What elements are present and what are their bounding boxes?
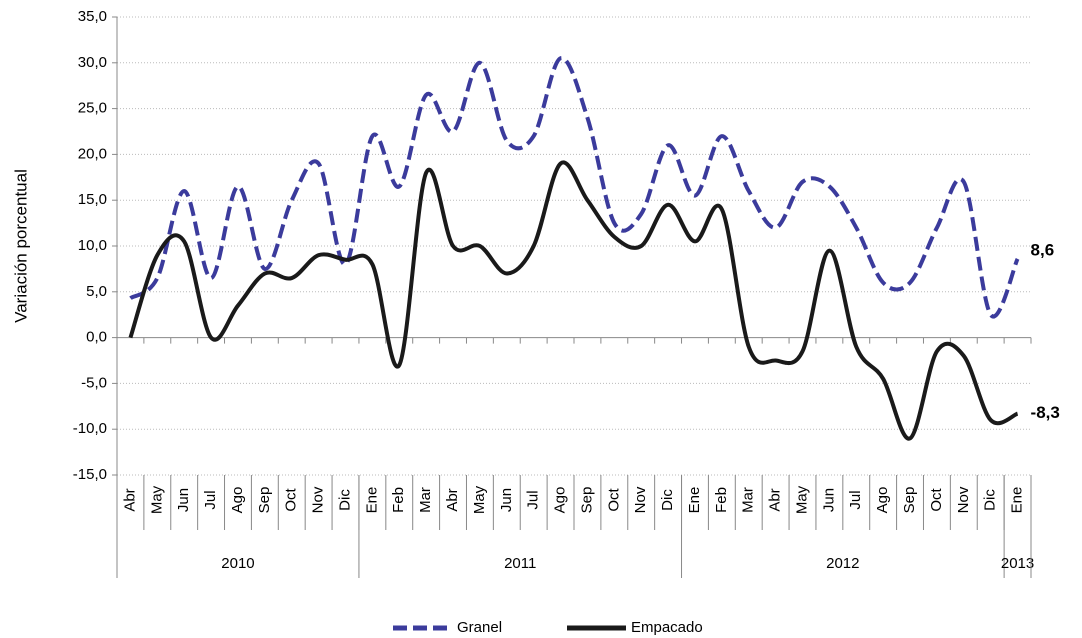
x-tick-label: May	[148, 485, 165, 514]
y-tick-label: 35,0	[78, 8, 107, 25]
data-label: -8,3	[1031, 403, 1060, 422]
x-tick-label: Ene	[363, 487, 380, 514]
x-tick-label: Feb	[713, 487, 730, 513]
x-tick-label: Jun	[498, 488, 515, 512]
y-tick-label: 25,0	[78, 100, 107, 117]
x-tick-label: Nov	[955, 486, 972, 513]
x-tick-label: Oct	[605, 488, 622, 512]
y-tick-label: 30,0	[78, 54, 107, 71]
x-tick-label: Mar	[417, 487, 434, 513]
x-tick-label: Dic	[982, 489, 999, 511]
x-tick-label: Ago	[552, 487, 569, 514]
x-tick-label: Ene	[1009, 487, 1026, 514]
x-tick-label: Sep	[901, 487, 918, 514]
x-tick-label: Jun	[820, 488, 837, 512]
x-tick-label: Ene	[686, 487, 703, 514]
x-tick-label: Jul	[202, 490, 219, 509]
y-tick-label: 15,0	[78, 191, 107, 208]
x-tick-label: Ago	[229, 487, 246, 514]
x-tick-label: Dic	[336, 489, 353, 511]
x-tick-label: Oct	[283, 488, 300, 512]
x-tick-label: Nov	[310, 486, 327, 513]
x-tick-label: Ago	[874, 487, 891, 514]
y-tick-label: -5,0	[81, 374, 107, 391]
x-tick-label: Jun	[175, 488, 192, 512]
y-tick-label: 10,0	[78, 237, 107, 254]
x-tick-label: Sep	[578, 487, 595, 514]
x-tick-label: Sep	[256, 487, 273, 514]
x-tick-label: Abr	[767, 488, 784, 511]
x-tick-label: May	[471, 485, 488, 514]
x-tick-label: May	[793, 485, 810, 514]
legend-label: Empacado	[631, 619, 703, 636]
series-line	[129, 56, 1020, 319]
x-tick-label: Abr	[444, 488, 461, 511]
y-tick-label: -15,0	[73, 466, 107, 483]
x-tick-label: Dic	[659, 489, 676, 511]
year-label: 2013	[1001, 555, 1034, 572]
x-tick-label: Feb	[390, 487, 407, 513]
x-tick-label: Mar	[740, 487, 757, 513]
series-line	[128, 160, 1019, 441]
y-tick-label: 20,0	[78, 145, 107, 162]
x-tick-label: Oct	[928, 488, 945, 512]
data-label: 8,6	[1031, 240, 1055, 259]
year-label: 2010	[221, 555, 254, 572]
x-tick-label: Jul	[847, 490, 864, 509]
y-tick-label: 5,0	[86, 283, 107, 300]
legend-label: Granel	[457, 619, 502, 636]
year-label: 2012	[826, 555, 859, 572]
y-tick-label: -10,0	[73, 420, 107, 437]
x-tick-label: Nov	[632, 486, 649, 513]
x-tick-label: Jul	[525, 490, 542, 509]
y-axis-label: Variación porcentual	[11, 169, 30, 323]
year-label: 2011	[504, 555, 536, 572]
x-tick-label: Abr	[121, 488, 138, 511]
y-tick-label: 0,0	[86, 329, 107, 346]
